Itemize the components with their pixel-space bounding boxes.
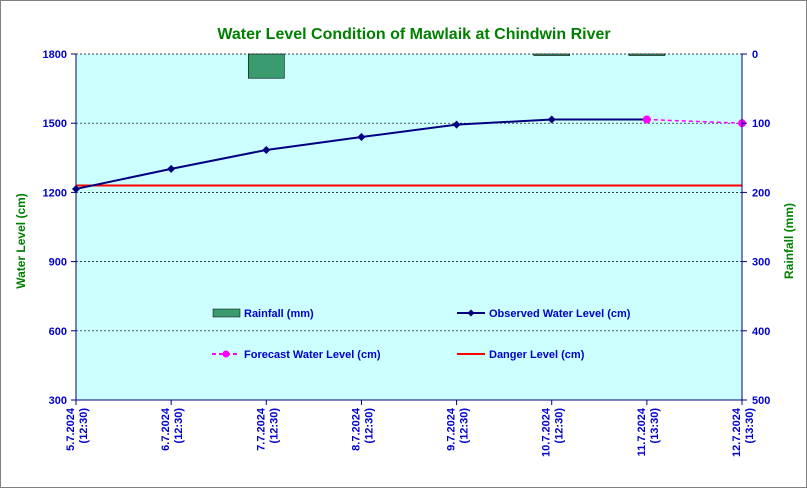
x-tick-label-line: 10.7.2024 xyxy=(541,407,553,457)
x-tick-label-line: 7.7.2024 xyxy=(255,407,267,451)
y-tick-label: 300 xyxy=(49,395,67,407)
forecast-level-line xyxy=(646,118,743,124)
rainfall-bars xyxy=(247,53,666,79)
x-tick-label: 12.7.2024(13:30) xyxy=(731,407,756,457)
legend: Rainfall (mm) Observed Water Level (cm) … xyxy=(212,308,631,361)
rainfall-bar xyxy=(533,53,571,56)
observed-point xyxy=(167,164,176,173)
y2-tick-label: 300 xyxy=(752,257,770,269)
y2-tick-label: 500 xyxy=(752,395,770,407)
observed-point xyxy=(357,133,366,142)
plot-area xyxy=(76,54,742,400)
y-tick-label: 1200 xyxy=(43,187,67,199)
x-tick-label: 5.7.2024(12:30) xyxy=(65,407,90,451)
legend-item-forecast: Forecast Water Level (cm) xyxy=(212,349,381,361)
legend-marker-forecast xyxy=(222,350,230,358)
x-tick-label-line: (12:30) xyxy=(363,408,375,444)
legend-marker-observed xyxy=(467,309,475,317)
observed-point xyxy=(547,115,556,124)
rainfall-bar xyxy=(247,53,285,79)
y2-tick-label: 200 xyxy=(752,187,770,199)
forecast-level-layer xyxy=(642,115,746,128)
y-tick-label: 1500 xyxy=(43,118,67,130)
y2-tick-label: 400 xyxy=(752,326,770,338)
x-tick-label-line: (12:30) xyxy=(268,408,280,444)
y-tick-label: 900 xyxy=(49,257,67,269)
y-tick-label: 1800 xyxy=(43,49,67,61)
legend-label-rainfall: Rainfall (mm) xyxy=(244,308,314,320)
x-tick-label-line: (13:30) xyxy=(744,408,756,444)
legend-item-danger: Danger Level (cm) xyxy=(457,349,585,361)
observed-point xyxy=(262,145,271,154)
x-axis-ticks: 5.7.2024(12:30) 6.7.2024(12:30) 7.7.2024(1… xyxy=(65,400,756,457)
y-axis-label: Water Level (cm) xyxy=(14,193,28,289)
legend-item-observed: Observed Water Level (cm) xyxy=(457,308,631,320)
y2-axis-label: Rainfall (mm) xyxy=(782,203,796,279)
x-tick-label-line: 5.7.2024 xyxy=(65,407,77,451)
x-tick-label: 7.7.2024(12:30) xyxy=(255,407,280,451)
forecast-point xyxy=(642,115,651,124)
x-tick-label: 9.7.2024(12:30) xyxy=(446,407,471,451)
x-tick-label-line: 11.7.2024 xyxy=(636,407,648,456)
legend-swatch-rainfall xyxy=(212,308,241,318)
legend-label-forecast: Forecast Water Level (cm) xyxy=(244,349,381,361)
x-tick-label-line: 9.7.2024 xyxy=(446,407,458,451)
x-tick-label-line: (12:30) xyxy=(173,408,185,444)
x-tick-label: 11.7.2024(13:30) xyxy=(636,407,661,456)
x-tick-label: 6.7.2024(12:30) xyxy=(160,407,185,451)
x-tick-label-line: (13:30) xyxy=(649,408,661,444)
legend-label-observed: Observed Water Level (cm) xyxy=(489,308,631,320)
y-tick-label: 600 xyxy=(49,326,67,338)
observed-point xyxy=(452,120,461,129)
legend-item-rainfall: Rainfall (mm) xyxy=(212,308,314,320)
legend-label-danger: Danger Level (cm) xyxy=(489,349,585,361)
x-tick-label-line: (12:30) xyxy=(78,408,90,444)
chart-title: Water Level Condition of Mawlaik at Chin… xyxy=(217,26,610,43)
gridlines xyxy=(76,53,742,332)
x-tick-label-line: 8.7.2024 xyxy=(350,407,362,451)
y2-tick-label: 100 xyxy=(752,118,770,130)
x-tick-label-line: (12:30) xyxy=(554,408,566,444)
x-tick-label: 8.7.2024(12:30) xyxy=(350,407,375,451)
x-tick-label-line: (12:30) xyxy=(459,408,471,444)
left-axis-ticks: 300 600 900 1200 1500 1800 xyxy=(43,49,76,407)
rainfall-bar xyxy=(628,53,666,56)
right-axis-ticks: 0 100 200 300 400 500 xyxy=(742,49,770,407)
x-tick-label-line: 6.7.2024 xyxy=(160,407,172,451)
x-tick-label-line: 12.7.2024 xyxy=(731,407,743,457)
y2-tick-label: 0 xyxy=(752,49,758,61)
x-tick-label: 10.7.2024(12:30) xyxy=(541,407,566,457)
